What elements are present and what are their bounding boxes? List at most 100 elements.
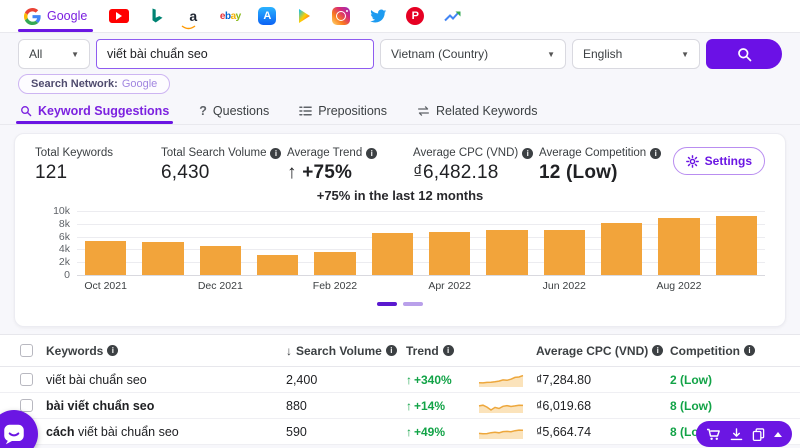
header-keywords[interactable]: Keywordsi (46, 344, 286, 358)
search-volume-cell: 2,400 (286, 373, 406, 387)
download-icon[interactable] (730, 428, 743, 441)
copy-icon[interactable] (752, 428, 765, 441)
chart-page-dash-active[interactable] (377, 302, 397, 306)
collapse-caret-icon[interactable] (774, 432, 782, 437)
sort-desc-icon: ↓ (286, 344, 292, 358)
chart-bar[interactable] (85, 241, 126, 275)
pinterest-icon[interactable]: P (404, 5, 426, 27)
stat-label: Average Trend (287, 147, 362, 159)
stat-label: Average CPC (VND) (413, 147, 518, 159)
keyword-cell[interactable]: viết bài chuẩn seo (46, 373, 286, 387)
info-icon[interactable]: i (522, 148, 533, 159)
engine-tab-google-label: Google (47, 9, 87, 23)
scope-select-value: All (29, 47, 42, 61)
amazon-icon[interactable]: a (182, 5, 204, 27)
x-axis-tick (593, 280, 650, 292)
info-icon[interactable]: i (652, 345, 663, 356)
tab-label: Related Keywords (436, 104, 537, 118)
row-checkbox[interactable] (20, 373, 33, 386)
keyword-cell[interactable]: cách viết bài chuẩn seo (46, 425, 286, 439)
app-store-icon[interactable]: A (256, 5, 278, 27)
header-search-volume[interactable]: ↓ Search Volumei (286, 344, 406, 358)
chart-x-axis: Oct 2021Dec 2021Feb 2022Apr 2022Jun 2022… (77, 280, 765, 292)
header-competition[interactable]: Competitioni (670, 344, 800, 358)
trend-cell: ↑+49% (406, 425, 478, 439)
x-axis-tick: Jun 2022 (536, 280, 593, 292)
language-select-value: English (583, 47, 622, 61)
x-axis-tick (708, 280, 765, 292)
stat-value: +75% (302, 162, 352, 183)
chart-bar[interactable] (200, 246, 241, 275)
bar-slot (421, 211, 478, 275)
trend-up-arrow: ↑ (406, 373, 412, 387)
chart-bar[interactable] (314, 252, 355, 275)
stat-value: 6,430 (161, 162, 287, 184)
info-icon[interactable]: i (107, 345, 118, 356)
list-icon (299, 105, 312, 117)
tab-related-keywords[interactable]: Related Keywords (417, 97, 537, 124)
info-icon[interactable]: i (366, 148, 377, 159)
bar-slot (478, 211, 535, 275)
y-axis-tick: 10k (53, 205, 70, 217)
engine-tab-google[interactable]: Google (18, 0, 93, 32)
keyword-input[interactable] (96, 39, 374, 69)
chevron-down-icon: ▼ (547, 50, 555, 59)
chart-bar[interactable] (486, 230, 527, 275)
search-network-value: Google (122, 78, 157, 90)
instagram-icon[interactable] (330, 5, 352, 27)
chart-bar[interactable] (658, 218, 699, 275)
x-axis-tick: Apr 2022 (421, 280, 478, 292)
search-button[interactable] (706, 39, 782, 69)
search-controls: All ▼ Vietnam (Country) ▼ English ▼ (0, 33, 800, 73)
chart-bar[interactable] (257, 255, 298, 275)
info-icon[interactable]: i (650, 148, 661, 159)
table-row[interactable]: viết bài chuẩn seo 2,400 ↑+340% ₫7,284.8… (0, 367, 800, 393)
chart-bar[interactable] (601, 223, 642, 275)
info-icon[interactable]: i (270, 148, 281, 159)
x-axis-tick (249, 280, 306, 292)
header-trend[interactable]: Trendi (406, 344, 478, 358)
tab-keyword-suggestions[interactable]: Keyword Suggestions (20, 97, 169, 124)
tab-prepositions[interactable]: Prepositions (299, 97, 387, 124)
trend-cell: ↑+14% (406, 399, 478, 413)
scope-select[interactable]: All ▼ (18, 39, 90, 69)
info-icon[interactable]: i (744, 345, 755, 356)
google-trends-icon[interactable] (441, 5, 463, 27)
stat-value: ₫6,482.18 (413, 162, 539, 184)
country-select[interactable]: Vietnam (Country) ▼ (380, 39, 566, 69)
google-play-icon[interactable] (293, 5, 315, 27)
youtube-icon[interactable] (108, 5, 130, 27)
search-network-badge[interactable]: Search Network: Google (18, 74, 170, 94)
tab-questions[interactable]: ? Questions (199, 97, 269, 124)
chart-plot: 10k8k6k4k2k0 (77, 211, 765, 275)
stat-value: 121 (35, 162, 161, 184)
table-row[interactable]: cách viết bài chuẩn seo 590 ↑+49% ₫5,664… (0, 419, 800, 445)
chart-bar[interactable] (716, 216, 757, 275)
bing-icon[interactable] (145, 5, 167, 27)
row-checkbox[interactable] (20, 399, 33, 412)
settings-button[interactable]: Settings (673, 147, 765, 175)
bar-slot (192, 211, 249, 275)
header-average-cpc[interactable]: Average CPC (VND)i (536, 344, 670, 358)
trend-sparkline (478, 372, 536, 388)
chart-page-dash[interactable] (403, 302, 423, 306)
info-icon[interactable]: i (443, 345, 454, 356)
x-axis-tick (134, 280, 191, 292)
ebay-icon[interactable]: ebay (219, 5, 241, 27)
chart-bar[interactable] (429, 232, 470, 275)
chart-bar[interactable] (372, 233, 413, 275)
keyword-cell[interactable]: bài viết chuẩn seo (46, 399, 286, 413)
competition-cell: 8 (Low) (670, 399, 800, 413)
language-select[interactable]: English ▼ (572, 39, 700, 69)
trend-up-arrow: ↑ (406, 399, 412, 413)
table-row[interactable]: bài viết chuẩn seo 880 ↑+14% ₫6,019.68 8… (0, 393, 800, 419)
search-icon (20, 105, 32, 117)
cart-icon[interactable] (706, 428, 721, 441)
bulk-actions-bar[interactable] (696, 421, 792, 447)
select-all-checkbox[interactable] (20, 344, 33, 357)
chart-bar[interactable] (142, 242, 183, 275)
chart-bar[interactable] (544, 230, 585, 275)
info-icon[interactable]: i (386, 345, 397, 356)
competition-cell: 2 (Low) (670, 373, 800, 387)
twitter-icon[interactable] (367, 5, 389, 27)
